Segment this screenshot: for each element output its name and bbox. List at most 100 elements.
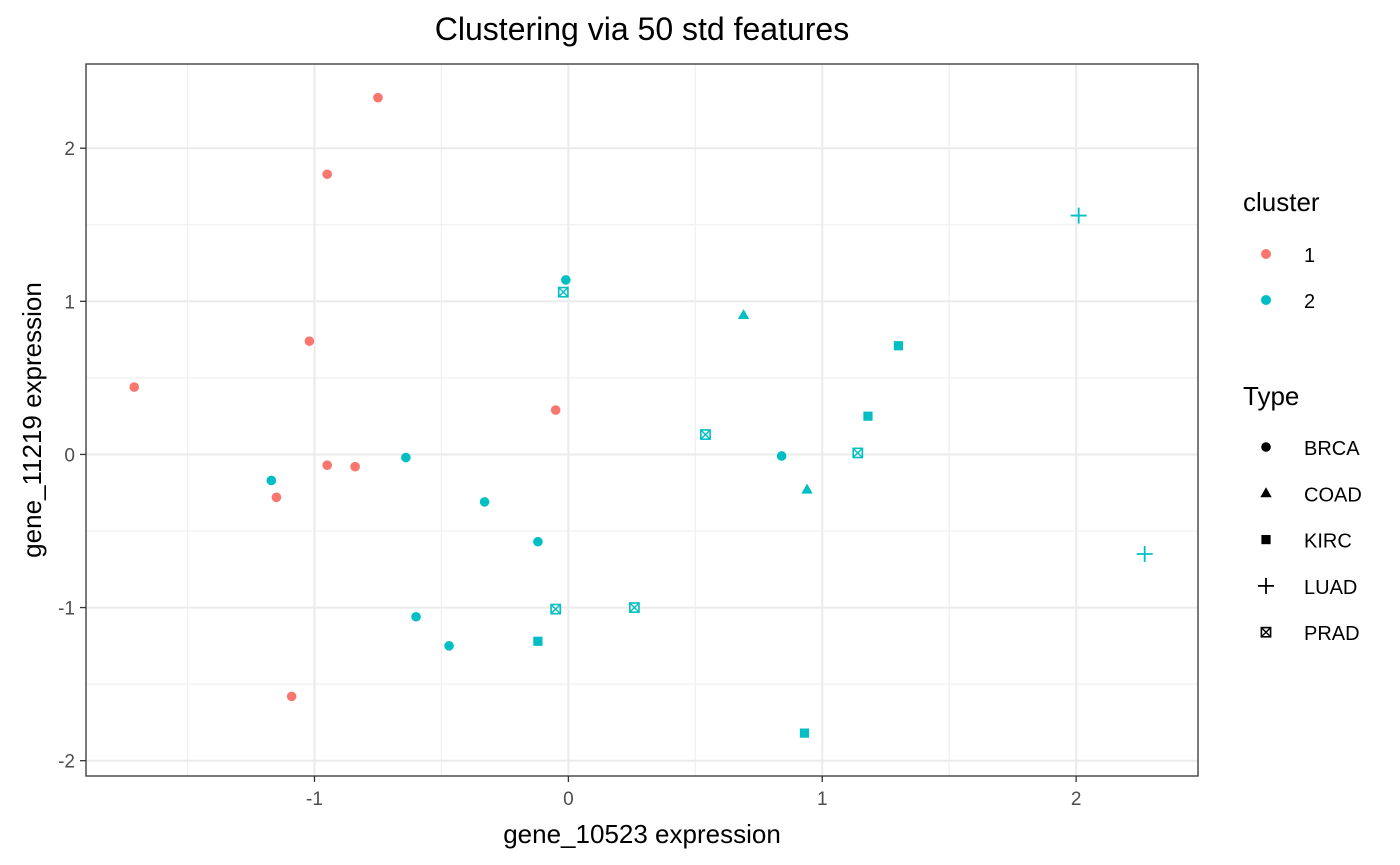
data-point [350, 461, 360, 472]
y-axis-ticks: -2 -1 0 1 2 [58, 139, 86, 773]
data-point [799, 728, 810, 738]
marker-square [1261, 535, 1271, 545]
marker-cross-b [629, 602, 640, 613]
marker-circle [411, 611, 421, 622]
cluster-legend-key [1261, 295, 1271, 305]
x-axis-title: gene_10523 expression [503, 819, 781, 849]
marker-square [863, 411, 873, 421]
marker-circle [401, 452, 411, 463]
data-point [852, 447, 864, 459]
y-tick-label: 0 [64, 445, 75, 466]
data-point [1070, 207, 1087, 224]
cluster-legend-key [1261, 249, 1271, 259]
type-legend-key [1260, 626, 1272, 638]
data-points [129, 92, 1153, 738]
data-point [411, 611, 421, 622]
data-point [737, 309, 750, 320]
marker-cross-b [852, 447, 863, 459]
marker-circle [479, 497, 490, 507]
data-point [271, 492, 282, 503]
marker-circle [533, 536, 543, 547]
data-point [557, 286, 569, 298]
marker-triangle [1260, 487, 1272, 498]
data-point [129, 382, 140, 392]
marker-circle [322, 460, 332, 470]
type-legend-title: Type [1243, 381, 1299, 411]
type-legend-key [1258, 577, 1274, 594]
type-legend-label: BRCA [1304, 438, 1360, 460]
data-point [628, 602, 640, 613]
marker-circle [129, 382, 140, 392]
type-legend-key [1261, 535, 1271, 545]
marker-cross-b [1260, 627, 1272, 638]
data-point [304, 336, 315, 346]
marker-circle [550, 405, 561, 415]
marker-circle [304, 336, 315, 346]
marker-triangle [737, 309, 750, 320]
data-point [700, 429, 711, 440]
y-tick-label: -2 [58, 752, 75, 773]
marker-box [1260, 626, 1272, 638]
marker-circle [266, 475, 277, 486]
marker-square [533, 636, 543, 646]
y-axis-title: gene_11219 expression [17, 282, 47, 558]
cluster-legend-label: 1 [1304, 245, 1315, 267]
x-tick-label: 2 [1071, 789, 1082, 810]
marker-circle [1261, 442, 1271, 452]
data-point [373, 92, 383, 103]
plot-panel [85, 63, 1199, 777]
x-axis-ticks: -1 0 1 2 [306, 776, 1081, 810]
marker-circle [373, 92, 383, 103]
data-point [401, 452, 411, 463]
marker-square [799, 728, 810, 738]
cluster-legend: cluster 1 2 [1243, 187, 1320, 313]
data-point [286, 691, 297, 702]
marker-box [700, 429, 711, 440]
y-tick-label: 2 [64, 139, 75, 160]
data-point [322, 169, 332, 180]
marker-circle [271, 492, 282, 503]
marker-circle [350, 461, 360, 472]
data-point [533, 536, 543, 547]
marker-cross-b [558, 287, 569, 298]
marker-triangle [801, 483, 813, 494]
panel-background [86, 64, 1198, 776]
data-point [561, 275, 571, 285]
data-point [479, 497, 490, 507]
x-tick-label: -1 [306, 789, 323, 810]
x-tick-label: 0 [563, 789, 574, 810]
marker-cross-b [550, 604, 561, 615]
marker-circle [444, 641, 454, 651]
marker-box [852, 447, 864, 459]
y-tick-label: 1 [64, 292, 75, 313]
marker-circle [322, 169, 332, 180]
data-point [550, 603, 562, 615]
type-legend-label: LUAD [1304, 577, 1357, 599]
data-point [533, 636, 543, 646]
data-point [266, 475, 277, 486]
x-tick-label: 1 [817, 789, 828, 810]
data-point [550, 405, 561, 415]
data-point [322, 460, 332, 470]
type-legend-label: PRAD [1304, 623, 1360, 645]
data-point [863, 411, 873, 421]
marker-box [557, 286, 569, 298]
cluster-legend-title: cluster [1243, 187, 1320, 217]
y-tick-label: -1 [58, 599, 75, 620]
type-legend-label: KIRC [1304, 531, 1352, 553]
panel-border [85, 63, 1199, 777]
data-point [444, 641, 454, 651]
marker-circle [286, 691, 297, 702]
marker-cross-b [700, 429, 711, 440]
type-legend-key [1261, 442, 1271, 452]
type-legend-key [1260, 487, 1272, 498]
data-point [801, 483, 813, 494]
type-legend-label: COAD [1304, 484, 1362, 506]
chart-title: Clustering via 50 std features [435, 11, 849, 47]
marker-circle [561, 275, 571, 285]
data-point [1136, 545, 1153, 562]
marker-circle [776, 451, 787, 461]
marker-box [628, 602, 640, 613]
